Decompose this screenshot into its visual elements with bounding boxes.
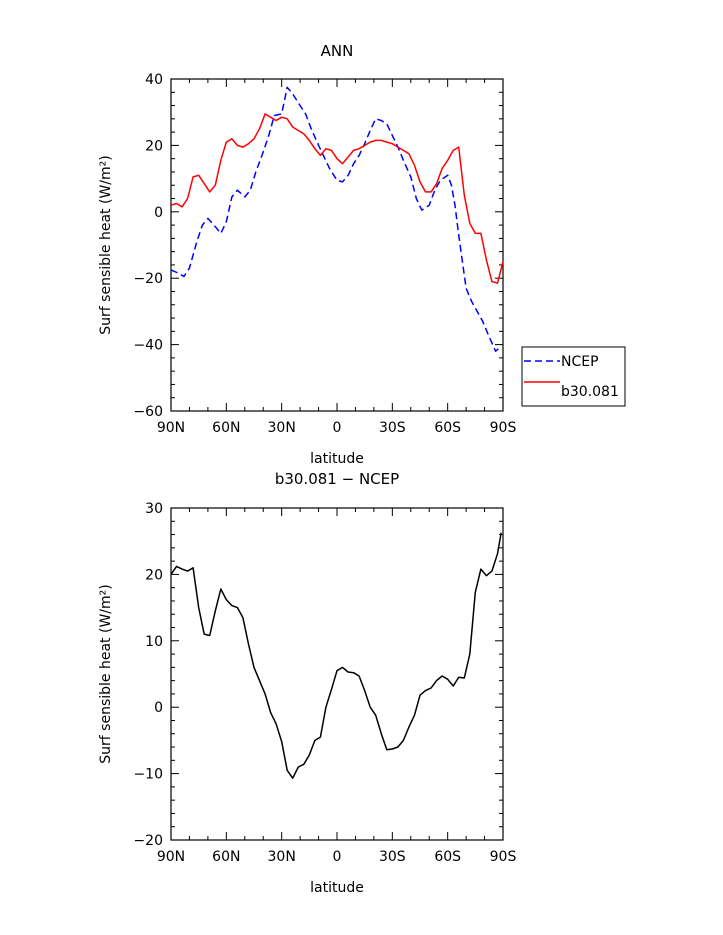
y-tick-label: 10 (145, 634, 163, 650)
x-tick-label: 30N (268, 420, 296, 436)
legend-box (521, 346, 626, 407)
bottom-chart-panel: b30.081 − NCEP −20 −10 0 10 20 30 90N 60N 30N 0 3… (98, 470, 516, 896)
bottom-series-lines (170, 532, 502, 779)
bottom-x-axis-label: latitude (310, 880, 364, 896)
top-series-line-b30081 (170, 113, 504, 284)
y-tick-label: 20 (145, 567, 163, 583)
top-chart-title: ANN (321, 42, 354, 60)
bottom-chart-title: b30.081 − NCEP (275, 470, 399, 488)
x-tick-label: 60N (212, 420, 240, 436)
x-tick-label: 30N (268, 849, 296, 865)
top-x-axis-label: latitude (310, 451, 364, 467)
y-tick-label: 40 (145, 72, 163, 88)
legend-label-b30081: b30.081 (561, 384, 619, 400)
y-tick-label: 20 (145, 138, 163, 154)
x-tick-label: 60S (434, 849, 461, 865)
y-tick-label: −10 (133, 767, 163, 783)
top-series-line-ncep (170, 86, 502, 352)
x-tick-label: 90N (157, 849, 185, 865)
top-y-axis: −60 −40 −20 0 20 40 (133, 72, 503, 420)
y-tick-label: −60 (133, 404, 163, 420)
x-tick-label: 0 (333, 849, 342, 865)
y-tick-label: 0 (154, 700, 163, 716)
y-tick-label: 0 (154, 205, 163, 221)
top-x-axis: 90N 60N 30N 0 30S 60S 90S (157, 79, 517, 436)
x-tick-label: 60N (212, 849, 240, 865)
y-tick-label: −20 (133, 833, 163, 849)
y-tick-label: −40 (133, 338, 163, 354)
bottom-x-axis: 90N 60N 30N 0 30S 60S 90S (157, 508, 517, 865)
legend-label-ncep: NCEP (561, 354, 599, 370)
x-tick-label: 90S (490, 420, 517, 436)
x-tick-label: 30S (379, 420, 406, 436)
legend: NCEP b30.081 (521, 346, 626, 407)
top-plot-frame (170, 78, 504, 412)
x-tick-label: 90S (490, 849, 517, 865)
bottom-plot-frame (170, 507, 504, 841)
x-tick-label: 60S (434, 420, 461, 436)
x-tick-label: 0 (333, 420, 342, 436)
top-y-axis-label: Surf sensible heat (W/m²) (98, 155, 114, 334)
top-chart-panel: ANN −60 −40 −20 0 20 40 90N 60N 30N 0 30S 60S 90S l… (98, 42, 626, 467)
y-tick-label: 30 (145, 501, 163, 517)
y-tick-label: −20 (133, 271, 163, 287)
x-tick-label: 30S (379, 849, 406, 865)
bottom-y-axis: −20 −10 0 10 20 30 (133, 501, 503, 849)
top-series-lines (170, 86, 504, 352)
bottom-series-line-difference (170, 532, 502, 779)
bottom-y-axis-label: Surf sensible heat (W/m²) (98, 584, 114, 763)
x-tick-label: 90N (157, 420, 185, 436)
